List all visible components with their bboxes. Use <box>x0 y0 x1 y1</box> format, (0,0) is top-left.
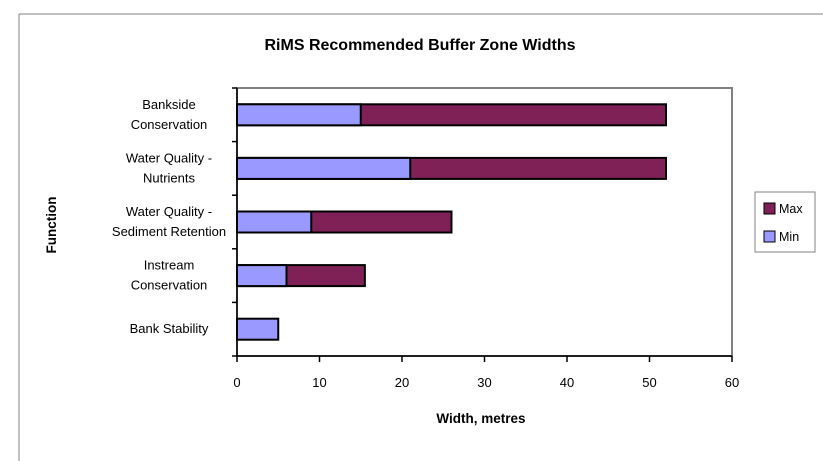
category-label-line: Water Quality - <box>126 150 212 165</box>
legend-swatch-min <box>763 230 776 243</box>
category-label-line: Bank Stability <box>130 321 209 336</box>
chart-title: RiMS Recommended Buffer Zone Widths <box>265 37 576 54</box>
category-label: Bank Stability <box>130 321 209 336</box>
category-label: Water Quality - Sediment Retention <box>112 204 226 239</box>
bar-min-4 <box>236 317 280 341</box>
x-tick-label: 60 <box>725 375 739 390</box>
bar-min-0 <box>236 103 362 127</box>
bar-min-1 <box>236 156 412 180</box>
category-label-line: Sediment Retention <box>112 224 226 239</box>
category-label-line: Instream <box>144 258 195 273</box>
y-axis: Bankside Conservation Water Quality - Nutri… <box>112 87 238 357</box>
x-tick-label: 50 <box>642 375 656 390</box>
bar-min-3 <box>236 264 288 288</box>
x-tick-label: 20 <box>395 375 409 390</box>
legend-label-max: Max <box>779 202 803 216</box>
x-tick-label: 30 <box>477 375 491 390</box>
category-label-line: Conservation <box>131 117 208 132</box>
category-label: Instream Conservation <box>131 258 208 293</box>
y-axis-title: Function <box>44 197 59 254</box>
category-label-line: Water Quality - <box>126 204 212 219</box>
category-label-line: Bankside <box>142 97 195 112</box>
category-label-line: Nutrients <box>143 170 196 185</box>
category-label: Bankside Conservation <box>131 97 208 132</box>
x-axis: 0 10 20 30 40 50 60 <box>233 355 739 390</box>
legend: Max Min <box>754 191 816 253</box>
x-axis-title: Width, metres <box>436 411 525 426</box>
x-tick-label: 40 <box>560 375 574 390</box>
x-tick-label: 10 <box>312 375 326 390</box>
category-label-line: Conservation <box>131 278 208 293</box>
legend-label-min: Min <box>779 230 799 244</box>
x-tick-label: 0 <box>233 375 240 390</box>
legend-swatch-max <box>763 202 776 215</box>
category-label: Water Quality - Nutrients <box>126 150 212 185</box>
bar-min-2 <box>236 210 313 234</box>
bars-layer <box>236 103 667 341</box>
